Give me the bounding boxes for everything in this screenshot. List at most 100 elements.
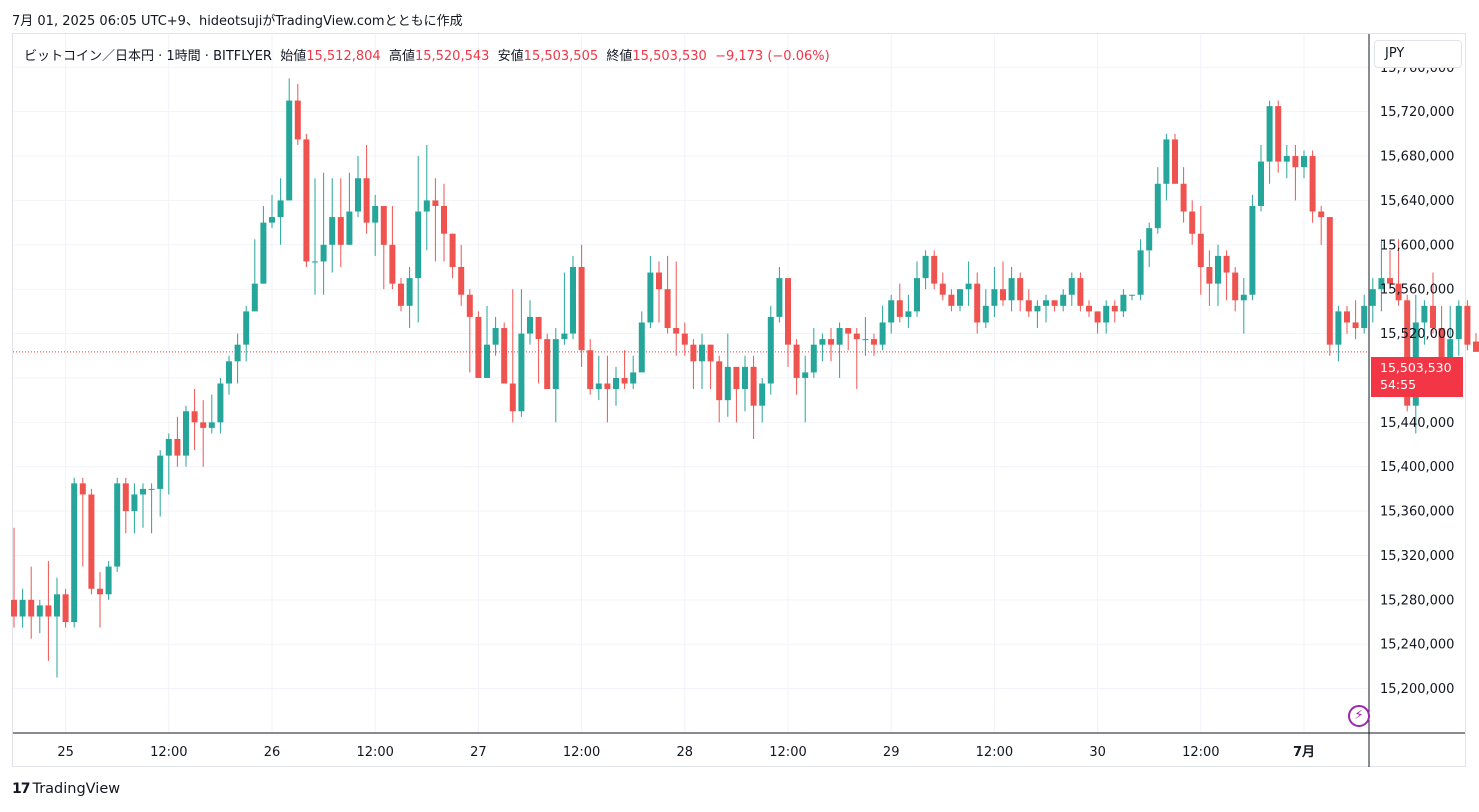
candle-body: [1163, 139, 1170, 184]
candle-body: [1395, 283, 1402, 301]
candle-body: [1172, 139, 1178, 184]
candles: [11, 78, 1479, 678]
bar-countdown: 54:55: [1380, 377, 1417, 392]
candle-body: [1223, 255, 1230, 273]
candle-body: [613, 377, 619, 390]
candle-body: [466, 294, 473, 317]
candle-body: [1189, 211, 1196, 234]
candle-body: [1086, 305, 1092, 312]
close-value: 15,503,530: [632, 49, 707, 64]
candle-body: [415, 211, 422, 279]
candle-body: [1292, 156, 1299, 168]
candle-body: [742, 366, 748, 390]
candle-body: [974, 283, 981, 323]
candle-body: [810, 344, 817, 373]
candle-body: [673, 328, 680, 334]
candle-body: [19, 599, 26, 617]
open-label: 始値: [280, 49, 307, 64]
tradingview-brand[interactable]: 17 TradingView: [12, 781, 120, 797]
candle-body: [226, 361, 232, 384]
candle-body: [1387, 278, 1393, 284]
candle-body: [372, 205, 379, 223]
candle-body: [1464, 305, 1471, 345]
candle-body: [406, 278, 413, 306]
candle-body: [1025, 300, 1032, 312]
candle-body: [217, 383, 224, 423]
tradingview-logo-icon: 17: [12, 781, 31, 797]
symbol-label[interactable]: ビットコイン／日本円 · 1時間 · BITFLYER: [24, 49, 272, 64]
candle-body: [140, 488, 146, 495]
candle-body: [97, 588, 103, 595]
attribution-header: 7月 01, 2025 06:05 UTC+9、hideotsujiがTradi…: [12, 14, 463, 29]
candle-body: [552, 339, 559, 390]
candle-body: [484, 344, 490, 378]
candle-body: [475, 316, 482, 378]
candle-body: [174, 438, 181, 456]
candle-body: [905, 311, 912, 317]
candle-body: [1060, 294, 1067, 306]
candle-body: [1111, 305, 1118, 312]
candle-body: [724, 366, 731, 401]
candle-body: [896, 300, 903, 317]
candle-body: [501, 328, 508, 384]
candle-body: [11, 599, 17, 617]
current-price-value: 15,503,530: [1380, 360, 1452, 375]
change-value: −9,173 (−0.06%): [715, 49, 830, 64]
y-tick-label: 15,560,000: [1380, 283, 1454, 298]
currency-button[interactable]: JPY: [1374, 40, 1462, 68]
candle-body: [303, 139, 310, 262]
candle-body: [54, 594, 60, 617]
candle-body: [148, 488, 155, 490]
candle-body: [939, 283, 946, 295]
candle-body: [1180, 183, 1187, 212]
candle-body: [62, 594, 69, 623]
candle-body: [286, 100, 293, 201]
candle-body: [1344, 311, 1350, 323]
y-tick-label: 15,280,000: [1380, 593, 1454, 608]
candle-body: [346, 211, 353, 245]
candle-body: [36, 605, 43, 617]
candle-body: [1215, 255, 1221, 284]
x-tick-label: 26: [264, 745, 281, 760]
candle-body: [638, 322, 645, 373]
candle-body: [363, 178, 370, 223]
candle-body: [1206, 267, 1213, 284]
candle-body: [458, 267, 465, 295]
candle-body: [828, 339, 834, 345]
low-label: 安値: [497, 49, 524, 64]
candle-body: [1051, 300, 1058, 306]
candle-body: [79, 483, 86, 495]
candle-body: [647, 272, 654, 323]
lightning-icon[interactable]: ⚡: [1348, 705, 1370, 727]
y-tick-label: 15,640,000: [1380, 194, 1454, 209]
candle-body: [699, 344, 705, 362]
candle-body: [776, 278, 783, 317]
candle-body: [114, 483, 121, 567]
x-tick-label: 28: [677, 745, 694, 760]
candle-body: [535, 316, 542, 340]
y-tick-label: 15,520,000: [1380, 327, 1454, 342]
candle-body: [165, 438, 172, 456]
candle-body: [208, 422, 215, 428]
candle-body: [836, 328, 843, 345]
x-tick-label: 7月: [1293, 745, 1315, 760]
candle-body: [1447, 339, 1454, 373]
candle-body: [1404, 300, 1411, 406]
candle-body: [845, 328, 852, 334]
candle-body: [449, 233, 456, 267]
candle-body: [389, 244, 396, 284]
x-tick-label: 12:00: [356, 745, 393, 760]
y-tick-label: 15,200,000: [1380, 682, 1454, 697]
candle-body: [71, 483, 78, 623]
candle-body: [355, 178, 361, 212]
candle-body: [423, 200, 430, 212]
candle-body: [871, 339, 877, 345]
candle-body: [716, 361, 723, 401]
candle-body: [982, 305, 989, 323]
candle-body: [1275, 106, 1282, 162]
candle-body: [1000, 289, 1006, 301]
candle-body: [561, 333, 568, 340]
candle-body: [862, 339, 869, 341]
candle-body: [1309, 156, 1316, 212]
